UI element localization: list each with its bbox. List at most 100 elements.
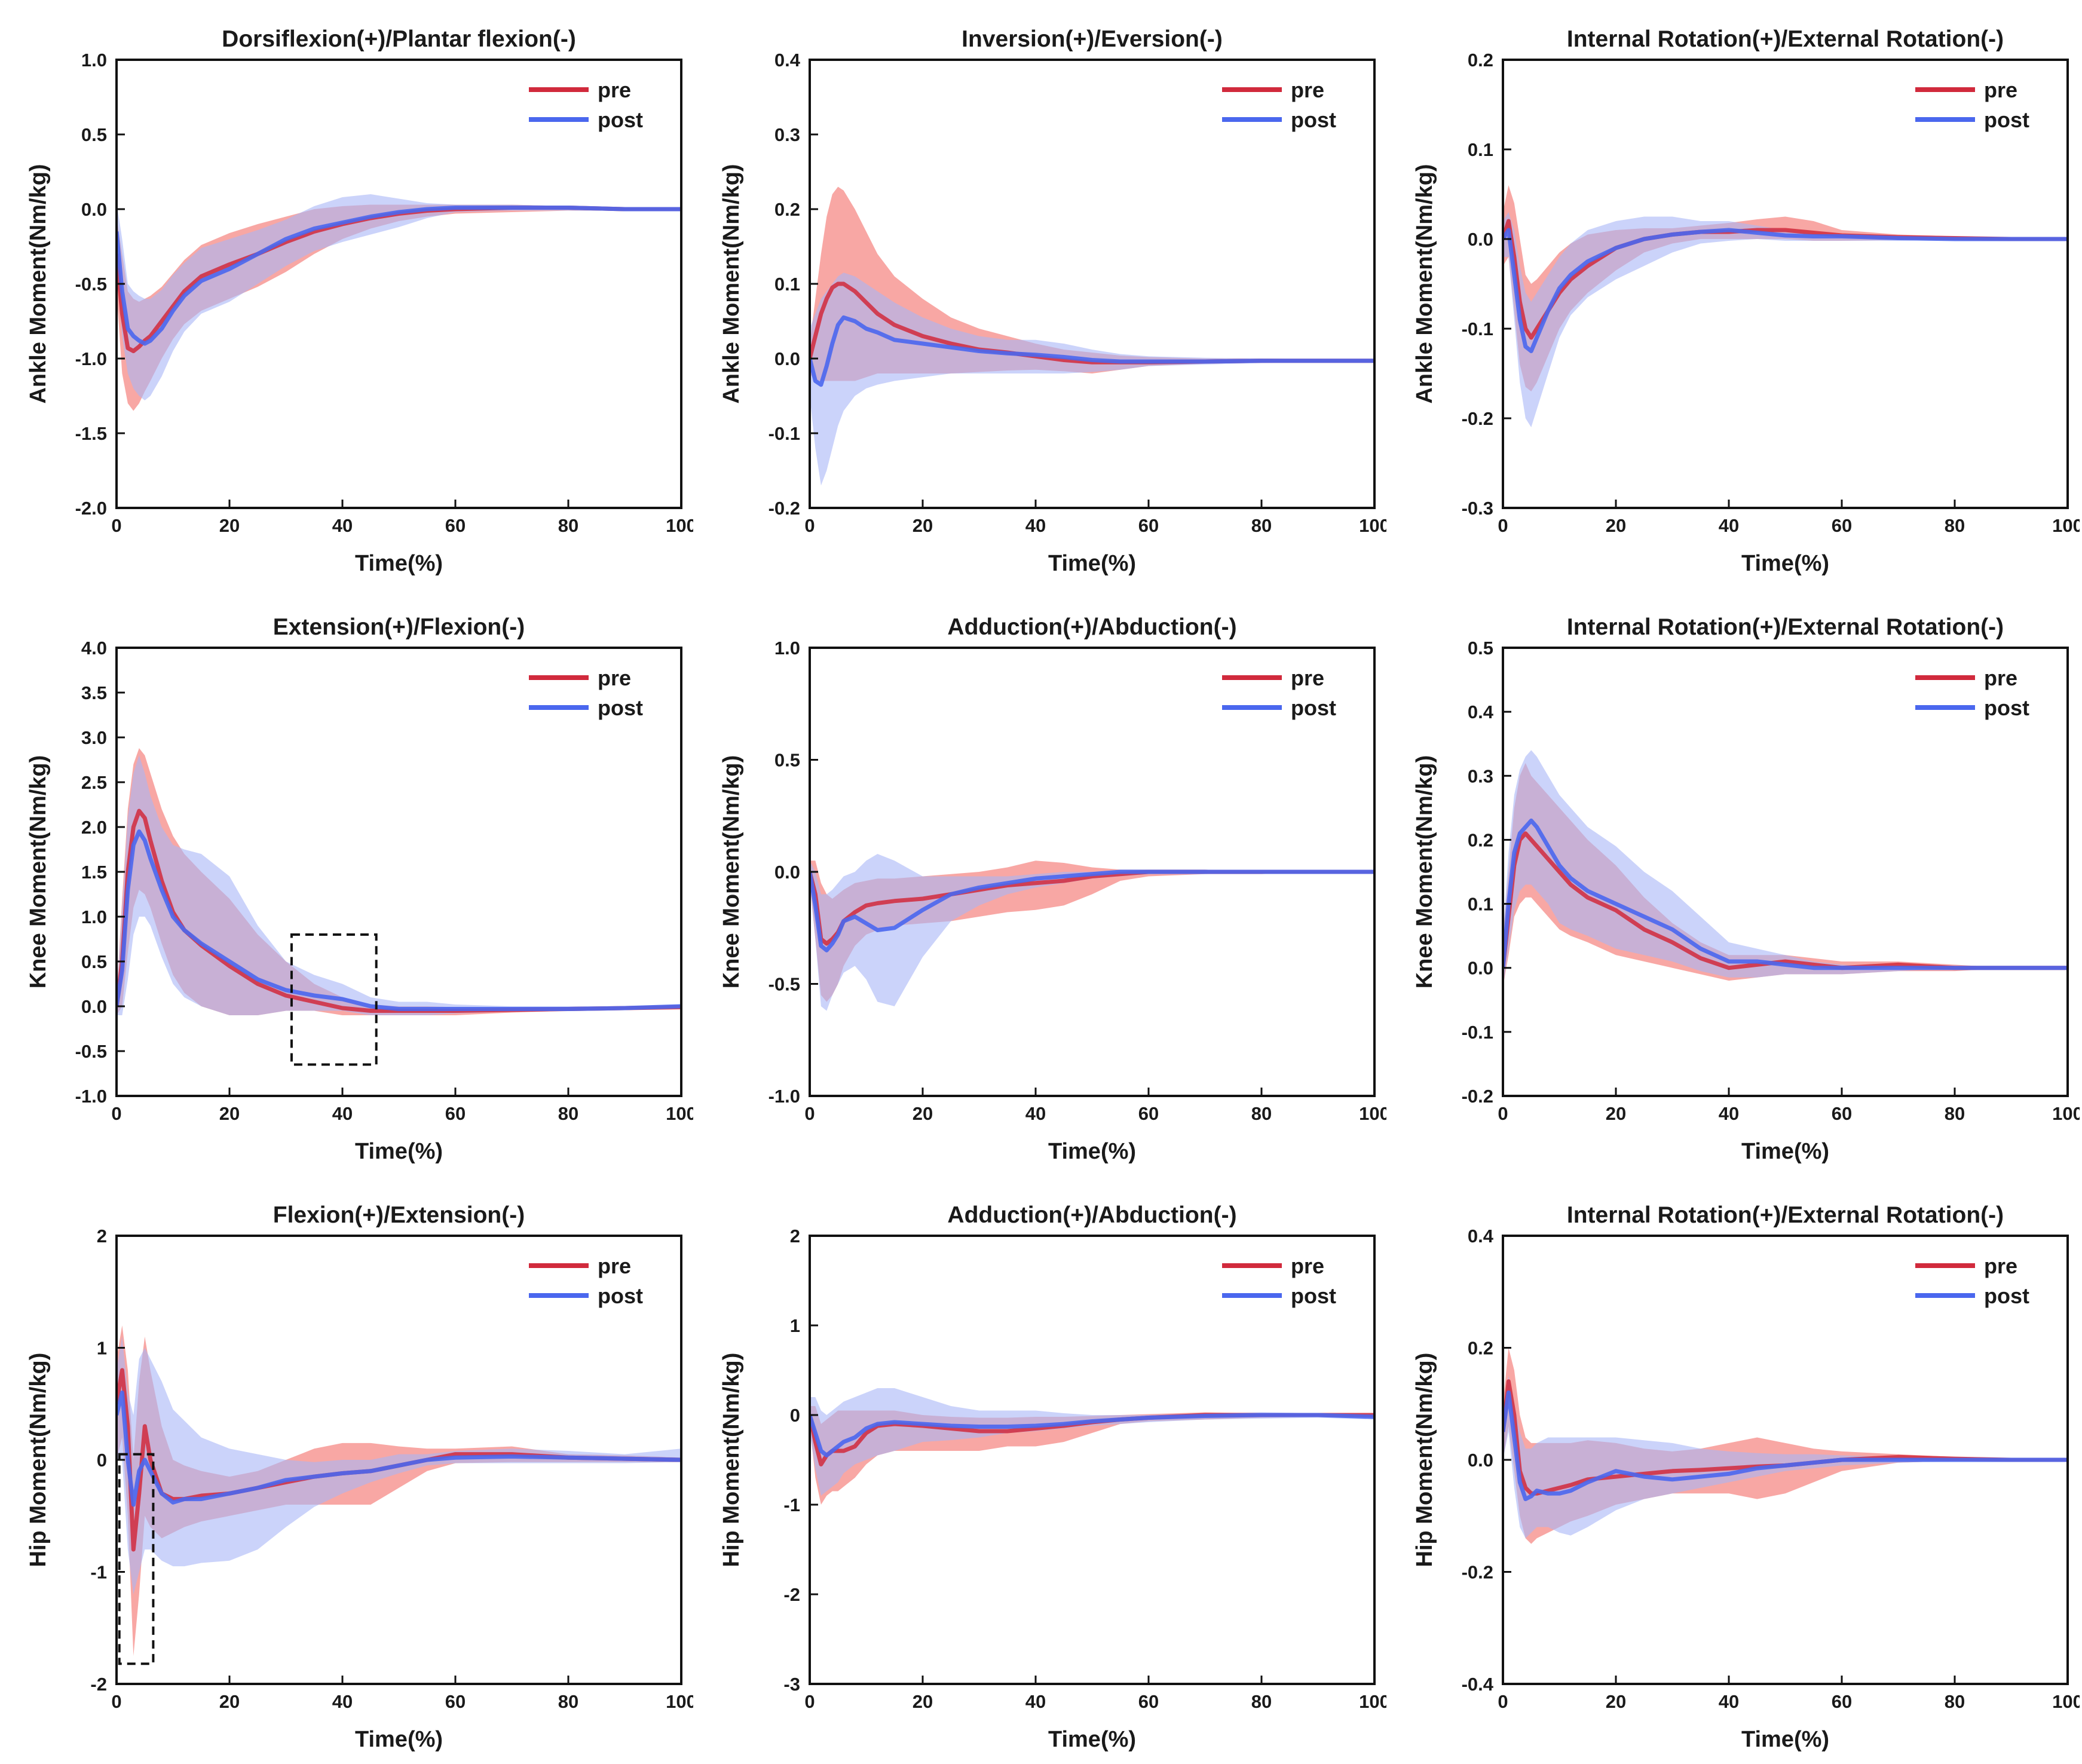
x-tick-label: 80 bbox=[1251, 1691, 1272, 1712]
y-tick-label: 0.4 bbox=[1468, 1226, 1494, 1247]
chart-panel-knee-frontal: Adduction(+)/Abduction(-) 0 20 40 60 80 100 1.0… bbox=[719, 614, 1386, 1164]
y-tick-label: 2.5 bbox=[81, 772, 107, 793]
legend-label-pre: pre bbox=[1291, 666, 1324, 690]
y-tick-label: 1.0 bbox=[81, 906, 107, 927]
legend-label-post: post bbox=[1984, 1284, 2029, 1308]
x-tick-label: 20 bbox=[913, 1691, 933, 1712]
x-tick-label: 40 bbox=[1719, 1103, 1739, 1124]
sd-band-post bbox=[117, 194, 681, 400]
y-tick-label: 2 bbox=[97, 1226, 107, 1247]
y-tick-label: -2 bbox=[783, 1584, 800, 1605]
chart-panel-ankle-frontal: Inversion(+)/Eversion(-) 0 20 40 60 80 100 0.4 0… bbox=[719, 26, 1386, 576]
x-tick-label: 80 bbox=[558, 515, 578, 536]
x-tick-label: 40 bbox=[332, 1103, 353, 1124]
legend-label-pre: pre bbox=[598, 666, 631, 690]
y-tick-label: 0.0 bbox=[1468, 229, 1493, 250]
y-tick-label: -1 bbox=[783, 1494, 800, 1515]
mean-line-post bbox=[1503, 818, 2068, 970]
x-tick-label: 0 bbox=[1498, 1103, 1508, 1124]
y-tick-label: 0.5 bbox=[81, 951, 107, 972]
x-tick-label: 20 bbox=[1606, 515, 1626, 536]
x-tick-label: 40 bbox=[1719, 515, 1739, 536]
x-tick-label: 60 bbox=[1832, 1691, 1852, 1712]
x-tick-label: 100 bbox=[1359, 515, 1386, 536]
chart-title: Flexion(+)/Extension(-) bbox=[273, 1202, 525, 1228]
legend-label-post: post bbox=[598, 108, 643, 132]
y-tick-label: 0.1 bbox=[1468, 139, 1493, 160]
chart-panel-ankle-transverse: Internal Rotation(+)/External Rotation(-… bbox=[1412, 26, 2080, 576]
x-tick-label: 60 bbox=[1138, 1103, 1159, 1124]
x-tick-label: 60 bbox=[1138, 515, 1159, 536]
sd-band-post bbox=[810, 272, 1374, 486]
x-tick-label: 20 bbox=[913, 1103, 933, 1124]
mean-line-post bbox=[117, 829, 681, 1011]
legend-label-post: post bbox=[1291, 108, 1336, 132]
x-tick-label: 80 bbox=[558, 1103, 578, 1124]
legend-label-pre: pre bbox=[1984, 1254, 2017, 1278]
x-tick-label: 100 bbox=[2052, 1103, 2080, 1124]
x-tick-label: 0 bbox=[111, 1103, 121, 1124]
x-tick-label: 60 bbox=[1832, 1103, 1852, 1124]
x-tick-label: 100 bbox=[1359, 1103, 1386, 1124]
y-tick-label: 0.4 bbox=[774, 50, 801, 71]
legend-label-post: post bbox=[1291, 696, 1336, 720]
mean-line-post bbox=[810, 869, 1374, 953]
chart-panel-knee-transverse: Internal Rotation(+)/External Rotation(-… bbox=[1412, 614, 2080, 1164]
x-tick-label: 20 bbox=[219, 1103, 240, 1124]
y-tick-label: -0.2 bbox=[768, 498, 800, 519]
chart-title: Extension(+)/Flexion(-) bbox=[273, 614, 525, 640]
legend-label-post: post bbox=[1291, 1284, 1336, 1308]
mean-line-post bbox=[810, 315, 1374, 387]
y-tick-label: -0.3 bbox=[1462, 498, 1493, 519]
y-tick-label: 0.5 bbox=[1468, 638, 1493, 659]
y-tick-label: -0.2 bbox=[1462, 408, 1493, 429]
legend-label-post: post bbox=[1984, 108, 2029, 132]
legend-label-pre: pre bbox=[598, 1254, 631, 1278]
x-tick-label: 20 bbox=[219, 1691, 240, 1712]
y-tick-label: -1 bbox=[90, 1562, 107, 1583]
x-tick-label: 0 bbox=[1498, 515, 1508, 536]
y-tick-label: 0 bbox=[790, 1405, 800, 1426]
x-tick-label: 0 bbox=[804, 515, 815, 536]
y-tick-label: -0.4 bbox=[1462, 1674, 1494, 1695]
x-tick-label: 80 bbox=[1945, 1691, 1965, 1712]
chart-title: Adduction(+)/Abduction(-) bbox=[947, 1202, 1236, 1228]
y-tick-label: 1.5 bbox=[81, 862, 107, 883]
y-tick-label: 0.2 bbox=[1468, 50, 1493, 71]
y-tick-label: 2.0 bbox=[81, 817, 107, 838]
y-tick-label: -0.5 bbox=[768, 974, 800, 995]
x-axis-label: Time(%) bbox=[1741, 1139, 1829, 1164]
x-tick-label: 100 bbox=[666, 1691, 693, 1712]
x-tick-label: 60 bbox=[1138, 1691, 1159, 1712]
y-axis-label: Hip Moment(Nm/kg) bbox=[1412, 1353, 1437, 1567]
y-axis-label: Hip Moment(Nm/kg) bbox=[26, 1353, 51, 1567]
y-tick-label: 2 bbox=[790, 1226, 800, 1247]
x-tick-label: 20 bbox=[1606, 1691, 1626, 1712]
y-tick-label: -0.2 bbox=[1462, 1562, 1493, 1583]
x-tick-label: 20 bbox=[219, 515, 240, 536]
chart-title: Dorsiflexion(+)/Plantar flexion(-) bbox=[222, 26, 576, 52]
x-tick-label: 40 bbox=[1025, 515, 1046, 536]
x-tick-label: 100 bbox=[666, 1103, 693, 1124]
x-tick-label: 0 bbox=[111, 1691, 121, 1712]
y-tick-label: -0.1 bbox=[1462, 318, 1493, 339]
x-tick-label: 40 bbox=[332, 515, 353, 536]
chart-title: Inversion(+)/Eversion(-) bbox=[962, 26, 1223, 52]
y-tick-label: 1.0 bbox=[774, 638, 800, 659]
x-axis-label: Time(%) bbox=[1048, 1139, 1136, 1164]
x-tick-label: 0 bbox=[111, 515, 121, 536]
x-tick-label: 60 bbox=[445, 1691, 466, 1712]
x-tick-label: 80 bbox=[558, 1691, 578, 1712]
y-tick-label: 3.0 bbox=[81, 727, 107, 748]
x-tick-label: 80 bbox=[1251, 515, 1272, 536]
y-axis-label: Hip Moment(Nm/kg) bbox=[719, 1353, 744, 1567]
y-tick-label: -1.5 bbox=[75, 423, 107, 444]
x-tick-label: 60 bbox=[445, 515, 466, 536]
plot-frame bbox=[1502, 647, 2069, 1097]
x-tick-label: 60 bbox=[1832, 515, 1852, 536]
x-tick-label: 80 bbox=[1251, 1103, 1272, 1124]
x-axis-label: Time(%) bbox=[1741, 1727, 1829, 1752]
legend-label-pre: pre bbox=[1291, 78, 1324, 102]
plot-frame bbox=[1502, 59, 2069, 509]
